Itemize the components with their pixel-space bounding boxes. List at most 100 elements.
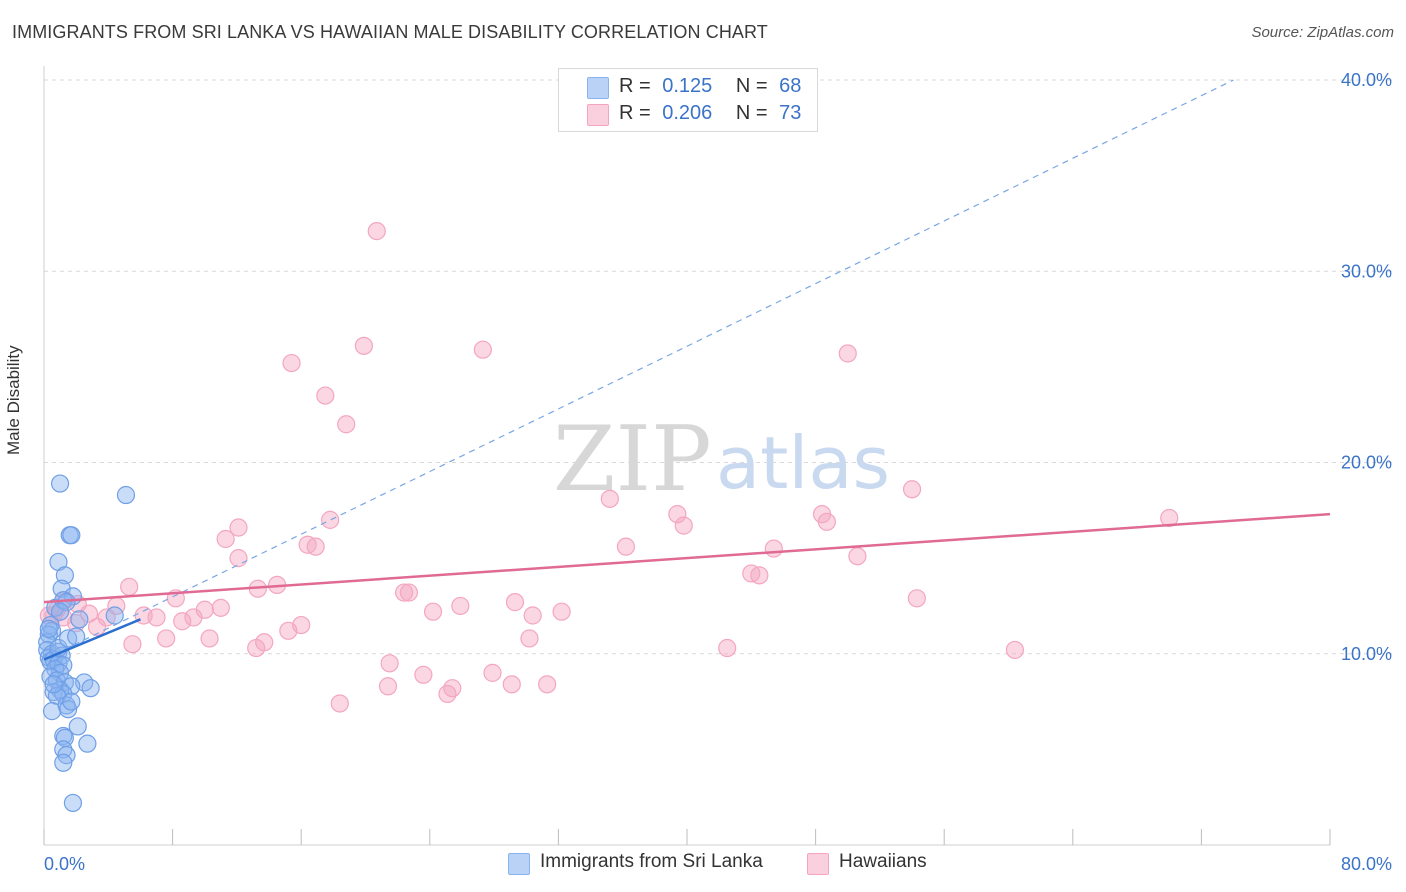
trend-line-sri-lanka: [43, 618, 141, 661]
data-point-hawaiians: [292, 615, 311, 635]
data-point-hawaiians: [817, 512, 836, 531]
data-point-hawaiians: [173, 612, 192, 631]
data-point-hawaiians: [523, 606, 542, 625]
data-point-hawaiians: [120, 577, 139, 596]
legend-swatch-pink: [807, 853, 829, 875]
data-point-sri-lanka: [50, 602, 70, 621]
data-point-hawaiians: [247, 638, 266, 658]
data-point-hawaiians: [229, 518, 248, 537]
data-point-hawaiians: [1160, 508, 1179, 528]
legend-swatch-blue: [587, 77, 609, 99]
legend-n-label: N =: [735, 75, 768, 97]
data-point-hawaiians: [451, 596, 470, 616]
data-point-sri-lanka: [54, 753, 73, 772]
data-point-hawaiians: [1005, 640, 1025, 660]
data-point-hawaiians: [354, 336, 373, 355]
y-axis-label: Male Disability: [4, 345, 23, 455]
legend-swatch-pink: [587, 104, 609, 126]
data-point-hawaiians: [668, 505, 687, 524]
data-point-sri-lanka: [68, 717, 87, 736]
data-point-hawaiians: [718, 638, 737, 658]
data-point-hawaiians: [502, 675, 521, 694]
data-point-hawaiians: [157, 629, 176, 648]
data-point-sri-lanka: [55, 566, 74, 585]
data-point-sri-lanka: [42, 702, 62, 721]
data-point-sri-lanka: [81, 679, 100, 698]
data-point-sri-lanka: [116, 485, 136, 505]
data-point-hawaiians: [380, 654, 399, 673]
data-point-hawaiians: [399, 583, 419, 602]
legend-swatch-blue: [508, 853, 530, 875]
data-point-hawaiians: [367, 221, 386, 241]
data-point-hawaiians: [316, 386, 335, 405]
data-point-sri-lanka: [39, 619, 58, 638]
data-point-hawaiians: [907, 589, 926, 608]
data-point-hawaiians: [674, 516, 693, 535]
legend-n-value: 68: [779, 75, 802, 97]
data-point-hawaiians: [902, 480, 922, 499]
data-point-sri-lanka: [78, 734, 97, 753]
data-point-hawaiians: [414, 665, 433, 684]
legend-r-label: R =: [619, 75, 651, 97]
source-label: Source: ZipAtlas.com: [1251, 24, 1394, 41]
data-point-sri-lanka: [50, 474, 70, 493]
watermark-atlas: atlas: [716, 421, 890, 505]
y-tick-label: 10.0%: [1341, 644, 1392, 664]
legend-r-value: 0.125: [662, 75, 713, 97]
data-point-hawaiians: [848, 547, 867, 566]
data-point-sri-lanka: [63, 793, 83, 813]
x-tick-label: 0.0%: [44, 854, 85, 874]
data-point-hawaiians: [337, 415, 356, 434]
chart-title: IMMIGRANTS FROM SRI LANKA VS HAWAIIAN MA…: [12, 22, 768, 42]
data-point-hawaiians: [200, 629, 219, 648]
data-point-hawaiians: [520, 629, 539, 648]
data-point-hawaiians: [147, 608, 166, 627]
data-point-hawaiians: [321, 510, 340, 529]
data-point-hawaiians: [378, 677, 398, 696]
data-point-hawaiians: [600, 489, 619, 508]
data-point-sri-lanka: [62, 692, 81, 711]
data-point-sri-lanka: [70, 610, 89, 629]
data-point-hawaiians: [306, 537, 325, 556]
data-point-hawaiians: [538, 675, 557, 694]
data-point-hawaiians: [394, 583, 414, 602]
data-point-sri-lanka: [62, 526, 81, 545]
data-point-hawaiians: [552, 602, 571, 621]
legend-r-value: 0.206: [662, 102, 713, 124]
y-tick-label: 30.0%: [1341, 261, 1392, 281]
legend-r-label: R =: [619, 102, 651, 124]
data-point-hawaiians: [123, 635, 142, 654]
data-point-hawaiians: [438, 684, 457, 704]
data-point-hawaiians: [473, 340, 492, 359]
y-tick-label: 20.0%: [1341, 453, 1392, 473]
data-point-hawaiians: [423, 602, 443, 621]
trend-line-sri-lanka-dashed: [43, 79, 1234, 661]
legend-n-value: 73: [779, 102, 802, 124]
data-point-hawaiians: [184, 608, 203, 627]
data-point-sri-lanka: [44, 675, 63, 694]
watermark-zip: ZIP: [553, 407, 712, 512]
trend-line-hawaiians: [43, 512, 1331, 604]
data-point-hawaiians: [443, 679, 462, 698]
legend-label: Hawaiians: [839, 851, 927, 872]
data-point-hawaiians: [505, 593, 525, 612]
data-point-hawaiians: [750, 566, 769, 585]
correlation-legend: R = 0.125 N = 68 R = 0.206 N = 73: [558, 68, 818, 132]
data-point-hawaiians: [838, 344, 857, 363]
data-point-sri-lanka: [39, 625, 58, 644]
data-point-hawaiians: [616, 537, 636, 556]
data-point-hawaiians: [87, 617, 107, 637]
y-tick-label: 40.0%: [1341, 70, 1392, 90]
data-point-hawaiians: [282, 353, 301, 373]
data-point-hawaiians: [764, 539, 783, 558]
data-point-hawaiians: [211, 598, 230, 617]
data-point-sri-lanka: [105, 606, 124, 625]
data-point-sri-lanka: [54, 740, 73, 759]
data-point-hawaiians: [229, 549, 248, 568]
data-point-hawaiians: [216, 529, 235, 549]
data-point-hawaiians: [483, 663, 502, 682]
legend-label: Immigrants from Sri Lanka: [540, 851, 763, 872]
legend-n-label: N =: [735, 102, 768, 124]
data-point-hawaiians: [330, 694, 349, 713]
